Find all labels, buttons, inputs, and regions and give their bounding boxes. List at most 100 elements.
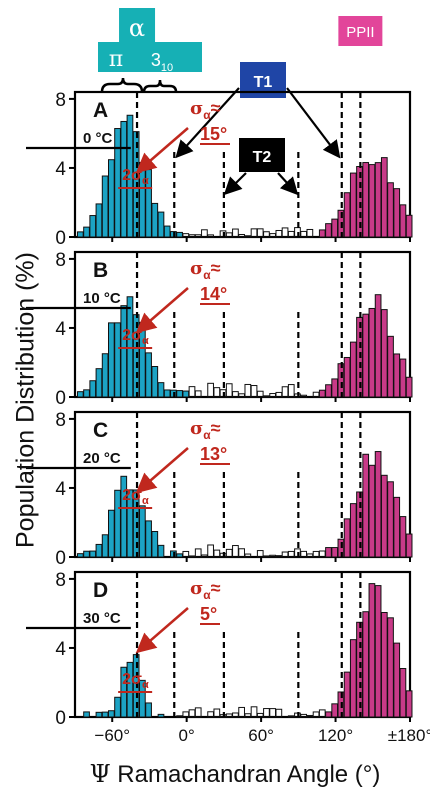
panel-letter: B [93, 259, 108, 282]
sigma-arrow [135, 447, 189, 494]
histogram-bar [343, 192, 351, 238]
histogram-bar [232, 545, 239, 558]
two-sigma-label: 2σα [122, 167, 149, 187]
histogram-bar [213, 708, 221, 718]
histogram-bar [207, 234, 214, 238]
panel-temperature: 0 °C [83, 130, 113, 147]
histogram-bar [101, 353, 109, 398]
histogram-bar [349, 503, 357, 558]
sigma-label: σα≈ [190, 578, 221, 602]
t2-box [239, 138, 285, 172]
histogram-bar [201, 229, 208, 238]
histogram-bar [238, 393, 245, 398]
panel-temperature: 20 °C [83, 450, 121, 467]
y-tick-label: 0 [55, 548, 66, 569]
panel-temperature: 10 °C [83, 290, 121, 307]
histogram-bar [399, 358, 407, 398]
alpha-box [119, 8, 156, 44]
histogram-bar [201, 554, 208, 558]
histogram-bar [207, 544, 214, 558]
histogram-bar [95, 543, 103, 558]
histogram-bar [188, 234, 196, 238]
histogram-bar [238, 233, 245, 238]
histogram-bar [176, 390, 183, 398]
histogram-bar [139, 679, 146, 718]
histogram-bar [244, 713, 252, 718]
sigma-label: σα≈ [190, 98, 221, 122]
histogram-bar [368, 164, 376, 238]
histogram-bar [126, 489, 134, 558]
histogram-bar [194, 390, 202, 398]
histogram-bar [108, 322, 115, 398]
panel-b: 048 B10 °Cσα≈14°2σα [26, 250, 413, 409]
histogram-bar [157, 382, 165, 398]
histogram-bar [95, 368, 103, 398]
two-sigma-symbol: 2σ [122, 487, 142, 504]
histogram-bar [300, 394, 308, 398]
histogram-bar [349, 172, 357, 238]
histogram-bar [250, 385, 258, 398]
x-tick-label: 60° [248, 726, 274, 745]
histogram-bar [95, 711, 103, 718]
histogram-bar [114, 489, 121, 558]
histogram-bar [318, 229, 326, 238]
histogram-bar [151, 202, 159, 238]
y-tick-label: 0 [55, 228, 66, 249]
histogram-bar [325, 384, 332, 398]
x-axis-label-text: Ramachandran Angle (°) [110, 761, 381, 788]
histogram-bar [151, 531, 159, 558]
histogram-bar [393, 353, 401, 398]
histogram-bar [188, 555, 196, 558]
sigma-subscript: α [203, 428, 211, 442]
histogram-bar [194, 234, 202, 238]
histogram-bar [225, 713, 233, 718]
histogram-bar [120, 120, 128, 238]
histogram-bar [176, 553, 183, 558]
histogram-bar [343, 671, 351, 718]
histogram-bar [207, 711, 214, 718]
histogram-bar [325, 547, 332, 558]
panel-temperature: 30 °C [83, 610, 121, 627]
sigma-value: 5° [200, 604, 217, 624]
sigma-subscript: α [203, 588, 211, 602]
histogram-bar [281, 386, 289, 398]
sigma-arrow [135, 607, 189, 654]
histogram-bar [101, 534, 109, 558]
histogram-bar [139, 505, 146, 558]
x-tick-label: 120° [318, 726, 353, 745]
sigma-approx: ≈ [211, 98, 221, 118]
histogram-bar [281, 227, 289, 238]
histogram-bar [387, 182, 394, 238]
histogram-bar [300, 713, 308, 718]
histogram-bar [89, 550, 97, 558]
histogram-bar [83, 389, 90, 398]
histogram-bar [182, 390, 190, 398]
x-tick-label: ±180° [388, 726, 430, 745]
t1-label: T1 [254, 74, 273, 91]
histogram-bar [76, 231, 84, 238]
y-tick-label: 0 [55, 388, 66, 409]
sigma-symbol: σ [190, 418, 203, 439]
y-tick-label: 8 [55, 570, 66, 591]
sigma-symbol: σ [190, 258, 203, 279]
histogram-bar [362, 611, 370, 718]
histogram-bar [145, 702, 152, 718]
histogram-bar [126, 296, 134, 398]
histogram-bar [405, 214, 413, 238]
x-tick-label: −60° [94, 726, 130, 745]
histogram-bar [349, 341, 357, 398]
histogram-bar [362, 313, 370, 398]
histogram-bar [225, 232, 233, 238]
sigma-value: 15° [200, 124, 227, 144]
histogram-bar [287, 384, 295, 398]
histogram-bar [95, 203, 103, 238]
histogram-bar [244, 235, 252, 238]
histogram-bar [244, 553, 252, 558]
three10-label: 310 [151, 50, 173, 74]
sigma-label: σα≈ [190, 418, 221, 442]
histogram-bar [89, 380, 97, 398]
x-axis-label: Ψ Ramachandran Angle (°) [40, 760, 430, 789]
